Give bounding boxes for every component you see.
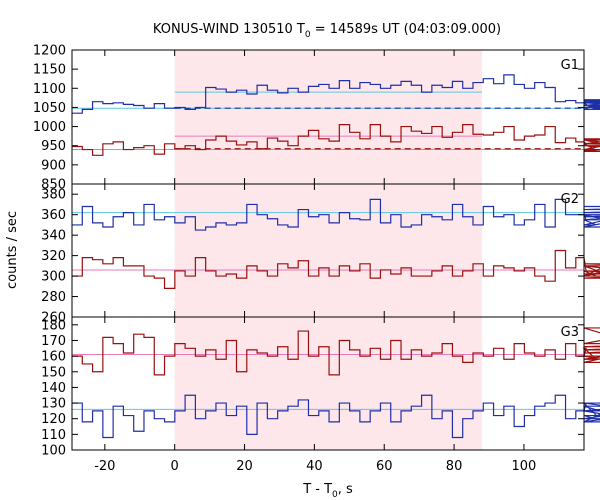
y-tick-label-G3: 120 xyxy=(41,412,66,427)
y-tick-label-G2: 280 xyxy=(41,290,66,305)
y-tick-label-G3: 170 xyxy=(41,334,66,349)
y-tick-label-G3: 140 xyxy=(41,381,66,396)
y-tick-label-G1: 1100 xyxy=(33,82,66,97)
x-tick-label: 40 xyxy=(306,459,323,474)
series-G2-low-counts xyxy=(72,249,600,289)
panel-label-G1: G1 xyxy=(561,58,579,73)
x-tick-label: 100 xyxy=(512,459,537,474)
y-tick-label-G1: 850 xyxy=(41,178,66,193)
y-tick-label-G2: 260 xyxy=(41,311,66,326)
y-tick-label-G3: 160 xyxy=(41,350,66,365)
series-G2-high-counts xyxy=(72,198,600,231)
x-tick-label: 60 xyxy=(376,459,393,474)
chart-title: KONUS-WIND 130510 T0 = 14589s UT (04:03:… xyxy=(153,22,501,40)
y-tick-label-G3: 110 xyxy=(41,428,66,443)
y-tick-label-G1: 1000 xyxy=(33,120,66,135)
chart-title-rest: = 14589s UT (04:03:09.000) xyxy=(311,22,501,37)
y-tick-label-G2: 340 xyxy=(41,229,66,244)
x-tick-label: -20 xyxy=(94,459,115,474)
plot-area: 85090095010001050110011501200G1260280300… xyxy=(33,44,600,474)
y-tick-label-G2: 380 xyxy=(41,188,66,203)
y-tick-label-G3: 100 xyxy=(41,444,66,459)
y-tick-label-G1: 950 xyxy=(41,139,66,154)
y-tick-label-G3: 180 xyxy=(41,318,66,333)
y-tick-label-G1: 1150 xyxy=(33,63,66,78)
y-tick-label-G3: 150 xyxy=(41,365,66,380)
x-axis-label-subscript: 0 xyxy=(332,490,338,500)
panel-label-G2: G2 xyxy=(561,192,579,207)
y-tick-label-G1: 900 xyxy=(41,158,66,173)
y-tick-label-G2: 300 xyxy=(41,270,66,285)
panel-label-G3: G3 xyxy=(561,325,579,340)
x-tick-label: 80 xyxy=(446,459,463,474)
x-axis-label: T - T0, s xyxy=(302,482,353,500)
panel-frame-G3 xyxy=(71,316,585,451)
y-tick-label-G1: 1200 xyxy=(33,44,66,59)
y-axis-label: counts / sec xyxy=(5,211,20,289)
y-tick-label-G2: 360 xyxy=(41,208,66,223)
chart-title-subscript: 0 xyxy=(305,30,311,40)
x-axis-label-main: T - T xyxy=(302,482,332,497)
signal-interval-highlight xyxy=(174,50,483,450)
y-tick-label-G3: 130 xyxy=(41,397,66,412)
y-tick-label-G2: 320 xyxy=(41,249,66,264)
x-tick-label: 0 xyxy=(171,459,179,474)
x-tick-label: 20 xyxy=(236,459,253,474)
y-tick-label-G1: 1050 xyxy=(33,101,66,116)
chart-title-main: KONUS-WIND 130510 T xyxy=(153,22,305,37)
x-axis-label-rest: , s xyxy=(338,482,353,497)
